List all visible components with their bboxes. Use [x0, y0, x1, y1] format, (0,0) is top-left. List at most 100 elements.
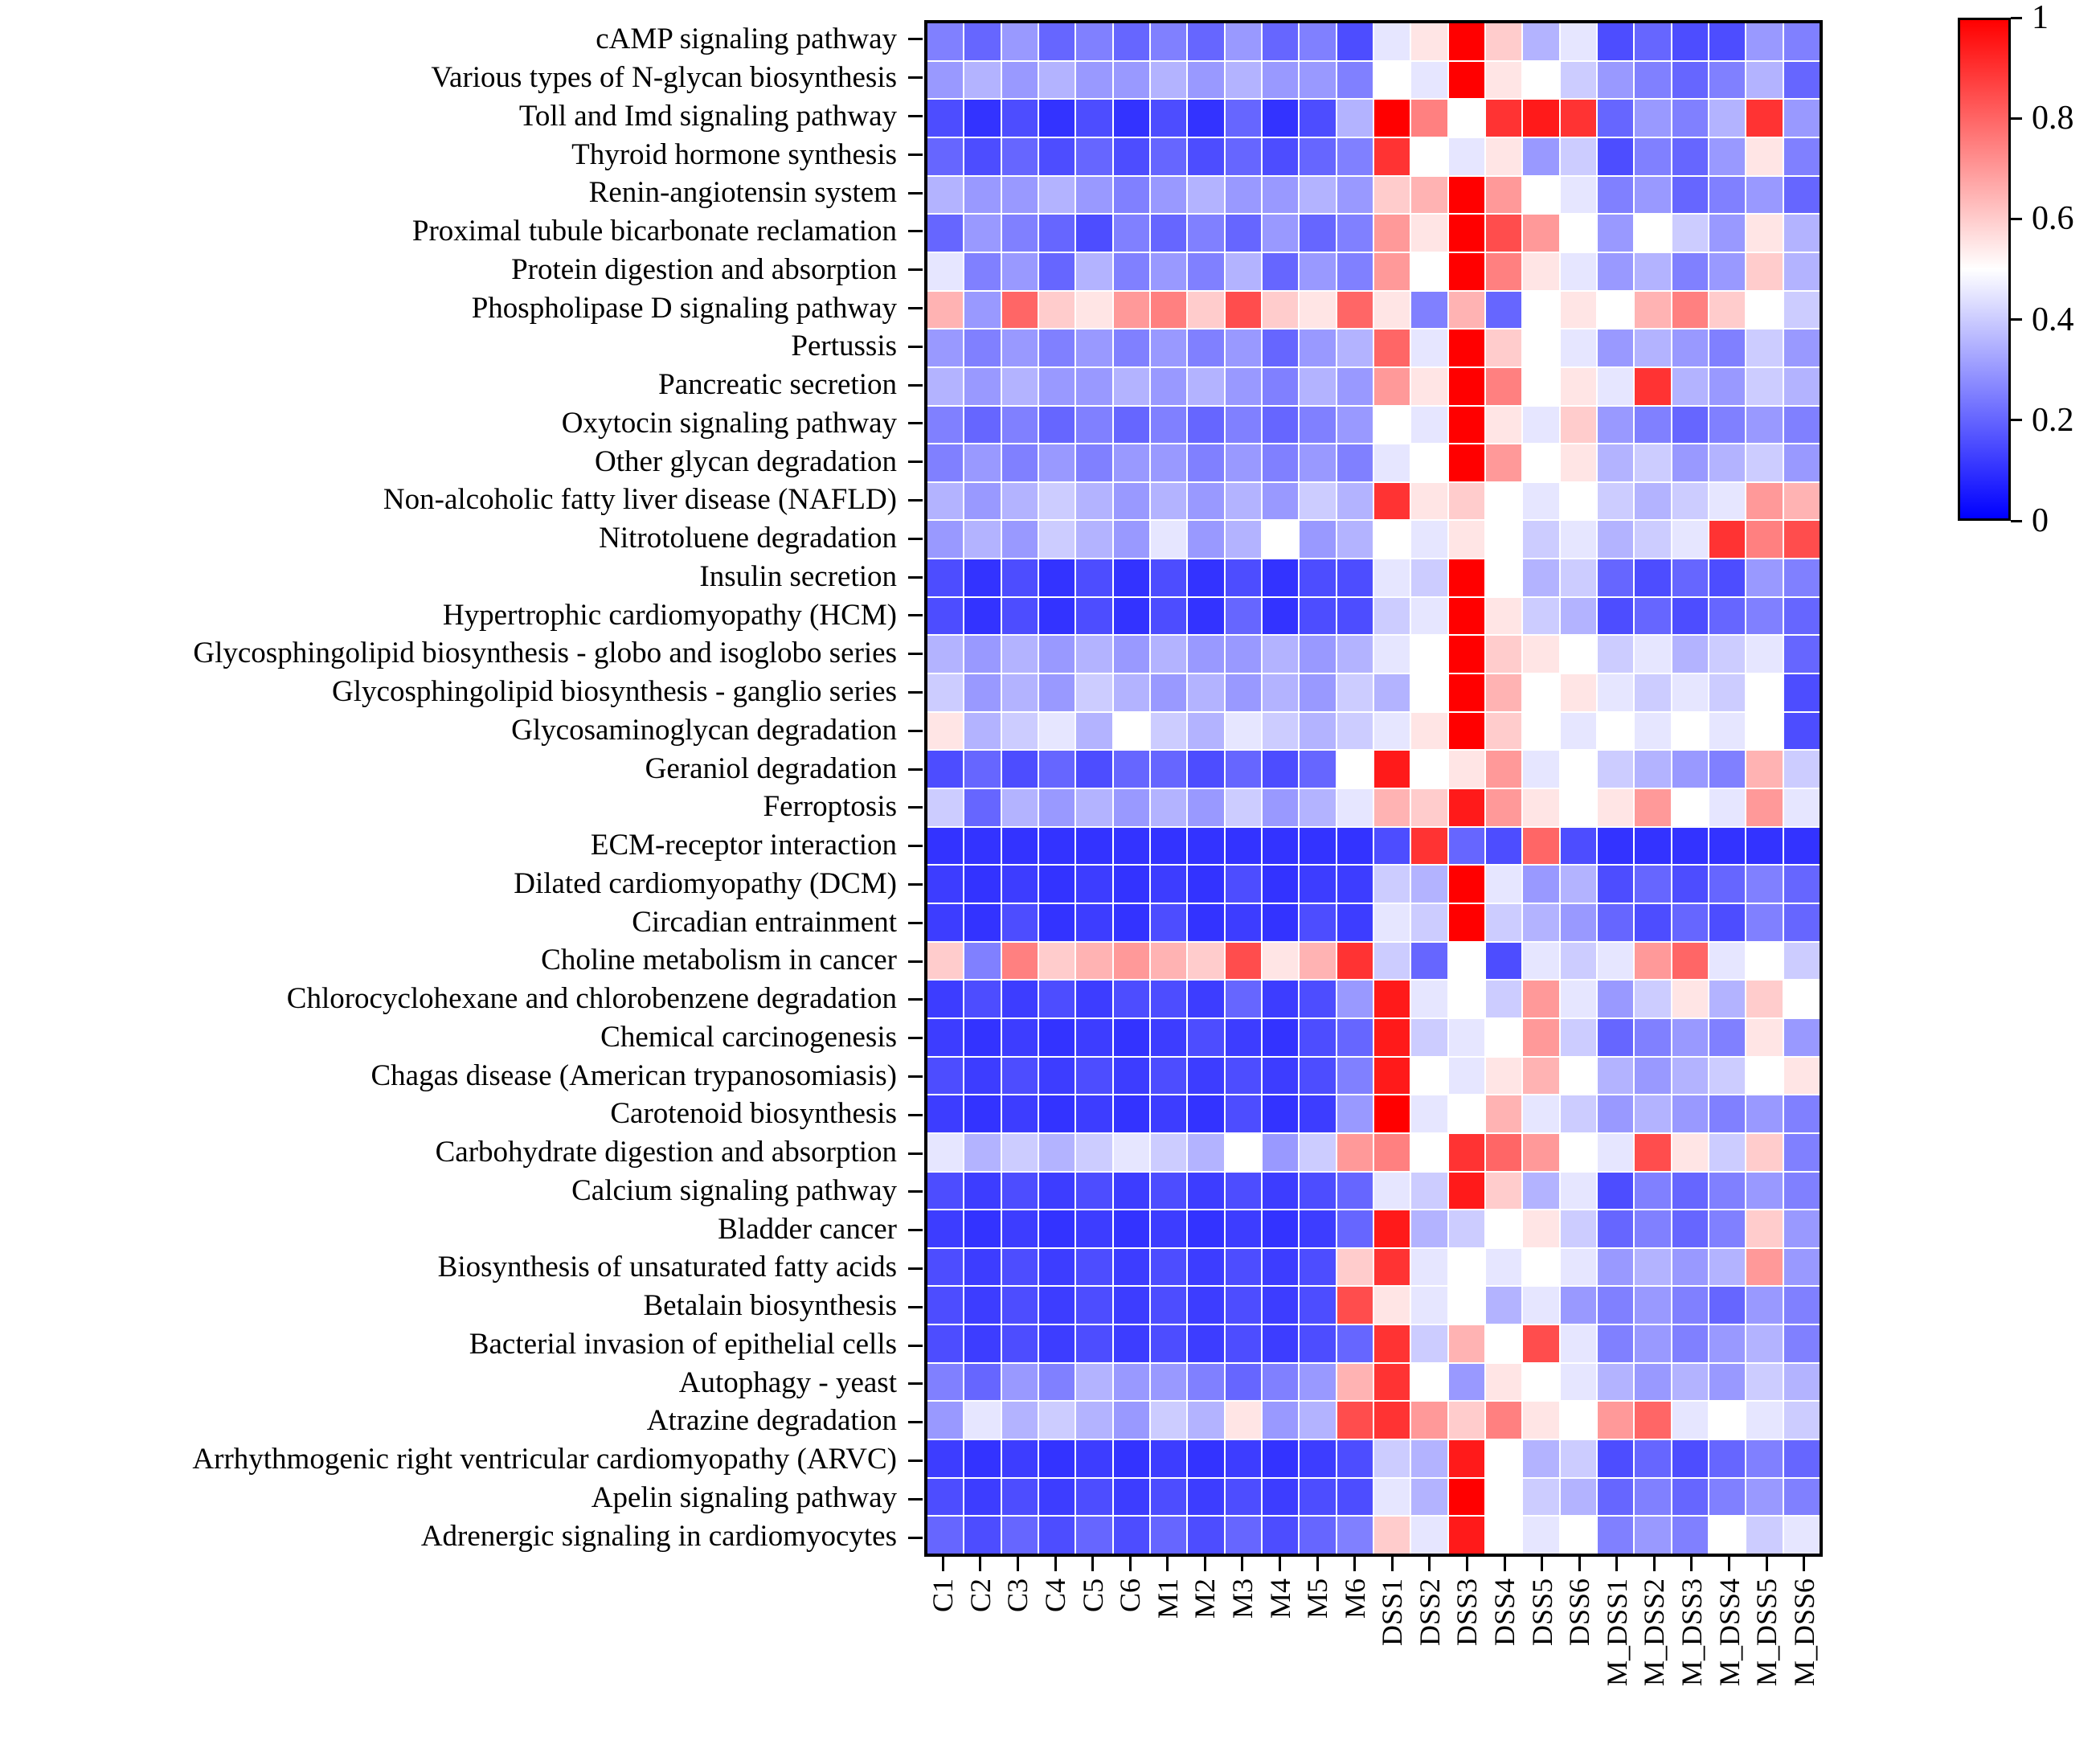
- heatmap-cell: [1150, 1478, 1187, 1516]
- heatmap-cell: [1635, 1478, 1671, 1516]
- x-axis-label: M5: [1301, 1578, 1334, 1619]
- heatmap-cell: [1560, 215, 1596, 252]
- heatmap-cell: [1262, 176, 1299, 214]
- heatmap-cell: [1672, 981, 1708, 1017]
- heatmap-cell: [1783, 942, 1820, 980]
- heatmap-cell: [1485, 61, 1522, 99]
- heatmap-cell: [1635, 712, 1671, 750]
- heatmap-cell: [1300, 1057, 1336, 1095]
- heatmap-cell: [1448, 1287, 1484, 1324]
- heatmap-cell: [964, 559, 1001, 596]
- heatmap-cell: [1188, 789, 1224, 826]
- heatmap-cell: [1448, 1133, 1484, 1171]
- heatmap-cell: [1746, 252, 1783, 290]
- heatmap-cell: [1188, 291, 1224, 329]
- heatmap-cell: [927, 482, 964, 520]
- heatmap-cell: [1225, 712, 1261, 750]
- heatmap-cell: [1597, 1210, 1634, 1247]
- heatmap-cell: [1076, 1478, 1112, 1516]
- heatmap-cell: [1001, 176, 1038, 214]
- x-tick-mark: [941, 1557, 944, 1571]
- y-tick-mark: [908, 1152, 923, 1155]
- heatmap-cell: [1038, 1478, 1075, 1516]
- heatmap-cell: [1076, 176, 1112, 214]
- heatmap-cell: [1672, 636, 1708, 673]
- heatmap-cell: [1560, 1440, 1596, 1477]
- heatmap-cell: [1560, 367, 1596, 405]
- heatmap-cell: [1001, 789, 1038, 826]
- heatmap-cell: [927, 1478, 964, 1516]
- heatmap-cell: [927, 100, 964, 137]
- heatmap-cell: [1783, 444, 1820, 481]
- heatmap-cell: [1560, 61, 1596, 99]
- heatmap-cell: [1672, 1517, 1708, 1554]
- heatmap-cell: [1150, 903, 1187, 941]
- heatmap-cell: [1672, 1248, 1708, 1286]
- heatmap-cell: [1225, 1095, 1261, 1132]
- heatmap-cell: [1783, 1172, 1820, 1210]
- heatmap-cell: [1709, 1478, 1746, 1516]
- heatmap-cell: [1300, 942, 1336, 980]
- heatmap-cell: [1373, 61, 1410, 99]
- heatmap-cell: [1300, 903, 1336, 941]
- heatmap-cell: [1225, 1363, 1261, 1401]
- x-axis-label: DSS3: [1451, 1578, 1484, 1647]
- heatmap-cell: [1300, 674, 1336, 711]
- heatmap-cell: [1783, 1325, 1820, 1362]
- heatmap-cell: [1485, 866, 1522, 903]
- heatmap-cell: [964, 291, 1001, 329]
- heatmap-cell: [1448, 330, 1484, 366]
- heatmap-cell: [1523, 674, 1559, 711]
- heatmap-cell: [964, 23, 1001, 60]
- y-axis-label: Renin-angiotensin system: [588, 176, 897, 210]
- heatmap-cell: [1150, 1057, 1187, 1095]
- heatmap-cell: [1113, 100, 1149, 137]
- y-tick-mark: [908, 768, 923, 771]
- heatmap-cell: [1746, 176, 1783, 214]
- heatmap-cell: [1523, 1248, 1559, 1286]
- heatmap-cell: [1448, 981, 1484, 1017]
- heatmap-cell: [1150, 444, 1187, 481]
- heatmap-cell: [1337, 406, 1373, 444]
- heatmap-cell: [1300, 1095, 1336, 1132]
- x-axis-label: M2: [1189, 1578, 1222, 1619]
- heatmap-cell: [1225, 1057, 1261, 1095]
- heatmap-cell: [1262, 789, 1299, 826]
- heatmap-cell: [1635, 1172, 1671, 1210]
- heatmap-cell: [927, 1133, 964, 1171]
- heatmap-cell: [1188, 1095, 1224, 1132]
- heatmap-cell: [1038, 1325, 1075, 1362]
- heatmap-cell: [1709, 1210, 1746, 1247]
- heatmap-cell: [1485, 674, 1522, 711]
- y-tick-mark: [908, 191, 923, 194]
- heatmap-cell: [1635, 827, 1671, 865]
- heatmap-cell: [1485, 1057, 1522, 1095]
- heatmap-cell: [964, 712, 1001, 750]
- heatmap-cell: [1076, 1248, 1112, 1286]
- heatmap-cell: [1373, 521, 1410, 559]
- heatmap-cell: [1337, 23, 1373, 60]
- heatmap-cell: [1113, 1325, 1149, 1362]
- colorbar-tick-label: 0.8: [2032, 100, 2074, 137]
- heatmap-cell: [1635, 100, 1671, 137]
- heatmap-cell: [1373, 1133, 1410, 1171]
- heatmap-cell: [927, 215, 964, 252]
- x-axis-label: C1: [927, 1578, 960, 1613]
- heatmap-cell: [964, 942, 1001, 980]
- heatmap-cell: [1746, 100, 1783, 137]
- heatmap-cell: [1150, 1172, 1187, 1210]
- heatmap-cell: [1523, 215, 1559, 252]
- heatmap-cell: [1038, 444, 1075, 481]
- heatmap-cell: [1448, 61, 1484, 99]
- heatmap-cell: [1597, 674, 1634, 711]
- x-axis-label: C3: [1001, 1578, 1034, 1613]
- heatmap-cell: [927, 176, 964, 214]
- heatmap-cell: [1262, 330, 1299, 366]
- heatmap-cell: [1262, 252, 1299, 290]
- heatmap-cell: [1709, 61, 1746, 99]
- heatmap-cell: [1188, 981, 1224, 1017]
- heatmap-cell: [1709, 100, 1746, 137]
- heatmap-cell: [1188, 1133, 1224, 1171]
- heatmap-cell: [1038, 559, 1075, 596]
- heatmap-cell: [1113, 23, 1149, 60]
